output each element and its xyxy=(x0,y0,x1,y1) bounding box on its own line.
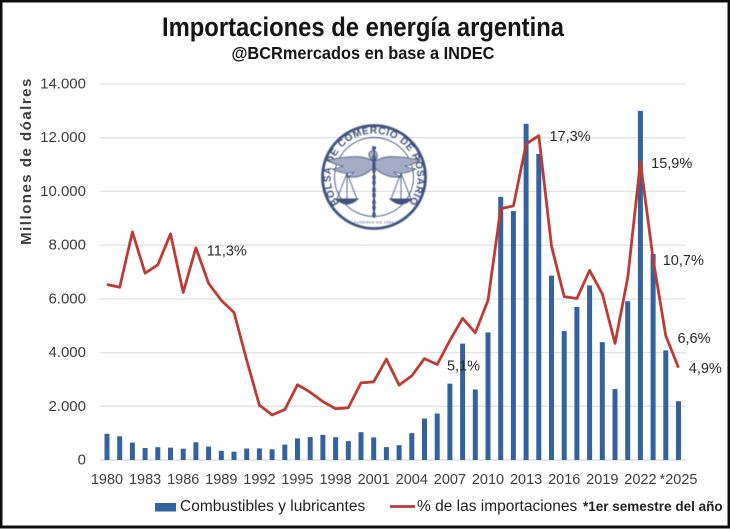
svg-text:12.000: 12.000 xyxy=(40,129,86,146)
svg-text:2019: 2019 xyxy=(586,472,618,488)
svg-text:6,6%: 6,6% xyxy=(677,331,710,347)
svg-text:10.000: 10.000 xyxy=(40,183,86,200)
svg-text:*1er semestre del año: *1er semestre del año xyxy=(583,499,723,514)
svg-text:Importaciones de energía argen: Importaciones de energía argentina xyxy=(162,12,565,42)
svg-text:Combustibles y lubricantes: Combustibles y lubricantes xyxy=(180,498,365,515)
svg-text:1995: 1995 xyxy=(281,472,313,488)
svg-text:2010: 2010 xyxy=(472,472,504,488)
svg-text:14.000: 14.000 xyxy=(40,76,86,93)
svg-text:1992: 1992 xyxy=(243,472,275,488)
svg-text:1989: 1989 xyxy=(205,472,237,488)
svg-text:11,3%: 11,3% xyxy=(207,244,247,260)
svg-text:2013: 2013 xyxy=(510,472,542,488)
svg-text:4.000: 4.000 xyxy=(48,344,86,361)
svg-text:2016: 2016 xyxy=(548,472,580,488)
svg-text:2.000: 2.000 xyxy=(48,398,86,415)
svg-text:8.000: 8.000 xyxy=(48,237,86,254)
svg-text:5,1%: 5,1% xyxy=(447,358,480,374)
svg-text:FUNDADA EN 1884: FUNDADA EN 1884 xyxy=(354,221,394,225)
svg-text:6.000: 6.000 xyxy=(48,290,86,307)
svg-text:4,9%: 4,9% xyxy=(689,361,722,377)
svg-text:1980: 1980 xyxy=(91,472,123,488)
svg-text:% de las importaciones: % de las importaciones xyxy=(417,498,577,515)
svg-text:17,3%: 17,3% xyxy=(549,129,590,145)
svg-text:2007: 2007 xyxy=(434,472,466,488)
svg-text:0: 0 xyxy=(78,452,86,469)
svg-text:2004: 2004 xyxy=(396,472,428,488)
svg-text:1986: 1986 xyxy=(167,472,199,488)
svg-text:1998: 1998 xyxy=(319,472,351,488)
svg-text:Millones de dóalres: Millones de dóalres xyxy=(18,77,35,245)
svg-text:2022: 2022 xyxy=(624,472,656,488)
svg-text:1983: 1983 xyxy=(129,472,161,488)
svg-text:15,9%: 15,9% xyxy=(651,156,692,172)
svg-text:2001: 2001 xyxy=(358,472,390,488)
svg-text:@BCRmercados en base a INDEC: @BCRmercados en base a INDEC xyxy=(232,43,495,63)
svg-text:*2025: *2025 xyxy=(660,472,698,488)
svg-text:10,7%: 10,7% xyxy=(663,253,704,269)
